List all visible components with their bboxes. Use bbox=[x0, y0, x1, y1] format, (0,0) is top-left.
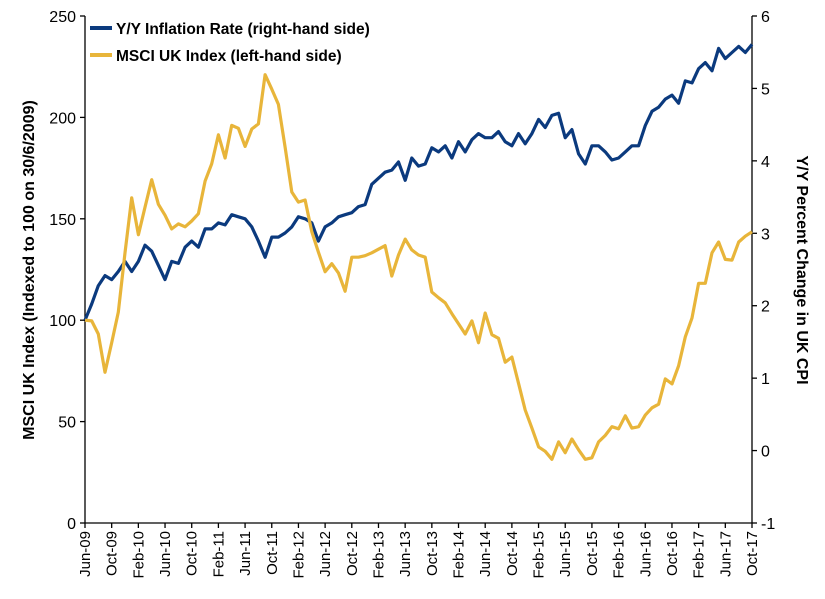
legend-label-inflation: Y/Y Inflation Rate (right-hand side) bbox=[116, 21, 370, 38]
inflation-rate-line bbox=[83, 43, 754, 321]
x-tick-label: Feb-16 bbox=[611, 531, 628, 579]
left-tick-label: 200 bbox=[49, 110, 76, 127]
legend: Y/Y Inflation Rate (right-hand side) MSC… bbox=[90, 21, 370, 65]
right-tick-label: 1 bbox=[761, 371, 770, 388]
right-tick-label: 4 bbox=[761, 154, 770, 171]
x-tick-label: Oct-09 bbox=[104, 531, 121, 576]
x-tick-label: Feb-12 bbox=[290, 531, 307, 579]
x-tick-label: Feb-15 bbox=[531, 531, 548, 579]
x-tick-label: Jun-14 bbox=[477, 531, 494, 577]
right-tick-label: 6 bbox=[761, 9, 770, 26]
x-tick-label: Feb-10 bbox=[130, 531, 147, 579]
x-tick-label: Feb-17 bbox=[691, 531, 708, 579]
legend-label-msci: MSCI UK Index (left-hand side) bbox=[116, 48, 342, 65]
x-tick-label: Oct-13 bbox=[424, 531, 441, 576]
x-tick-label: Jun-17 bbox=[717, 531, 734, 577]
right-tick-label: 5 bbox=[761, 81, 770, 98]
x-tick-label: Jun-12 bbox=[317, 531, 334, 577]
left-tick-label: 0 bbox=[67, 516, 76, 533]
series-lines bbox=[83, 43, 754, 461]
x-tick-label: Jun-10 bbox=[157, 531, 174, 577]
x-tick-label: Jun-11 bbox=[237, 531, 254, 576]
right-tick-label: 2 bbox=[761, 299, 770, 316]
x-tick-label: Oct-12 bbox=[344, 531, 361, 576]
x-tick-label: Feb-13 bbox=[370, 531, 387, 579]
left-tick-label: 100 bbox=[49, 313, 76, 330]
left-tick-label: 50 bbox=[58, 415, 76, 432]
x-tick-label: Oct-17 bbox=[744, 531, 761, 576]
left-tick-label: 250 bbox=[49, 9, 76, 26]
x-tick-label: Feb-11 bbox=[210, 531, 227, 577]
x-tick-label: Jun-15 bbox=[557, 531, 574, 577]
left-axis-title: MSCI UK Index (Indexed to 100 on 30/6/20… bbox=[21, 100, 38, 440]
right-tick-label: -1 bbox=[761, 516, 775, 533]
right-axis-title: Y/Y Percent Change in UK CPI bbox=[793, 155, 810, 384]
x-tick-label: Oct-16 bbox=[664, 531, 681, 576]
x-tick-label: Jun-16 bbox=[637, 531, 654, 577]
x-tick-label: Oct-14 bbox=[504, 531, 521, 576]
x-tick-label: Feb-14 bbox=[451, 531, 468, 579]
x-tick-label: Oct-11 bbox=[264, 531, 281, 575]
right-tick-label: 0 bbox=[761, 444, 770, 461]
right-tick-label: 3 bbox=[761, 226, 770, 243]
x-tick-label: Jun-13 bbox=[397, 531, 414, 577]
left-tick-label: 150 bbox=[49, 212, 76, 229]
x-tick-label: Oct-10 bbox=[184, 531, 201, 576]
msci-uk-index-line bbox=[84, 73, 753, 461]
x-tick-label: Jun-09 bbox=[77, 531, 94, 577]
x-tick-label: Oct-15 bbox=[584, 531, 601, 576]
axes: 0 50 100 150 200 250 -1 0 1 2 3 4 5 6 Jun-09 Oct-09 Feb-… bbox=[49, 9, 775, 579]
